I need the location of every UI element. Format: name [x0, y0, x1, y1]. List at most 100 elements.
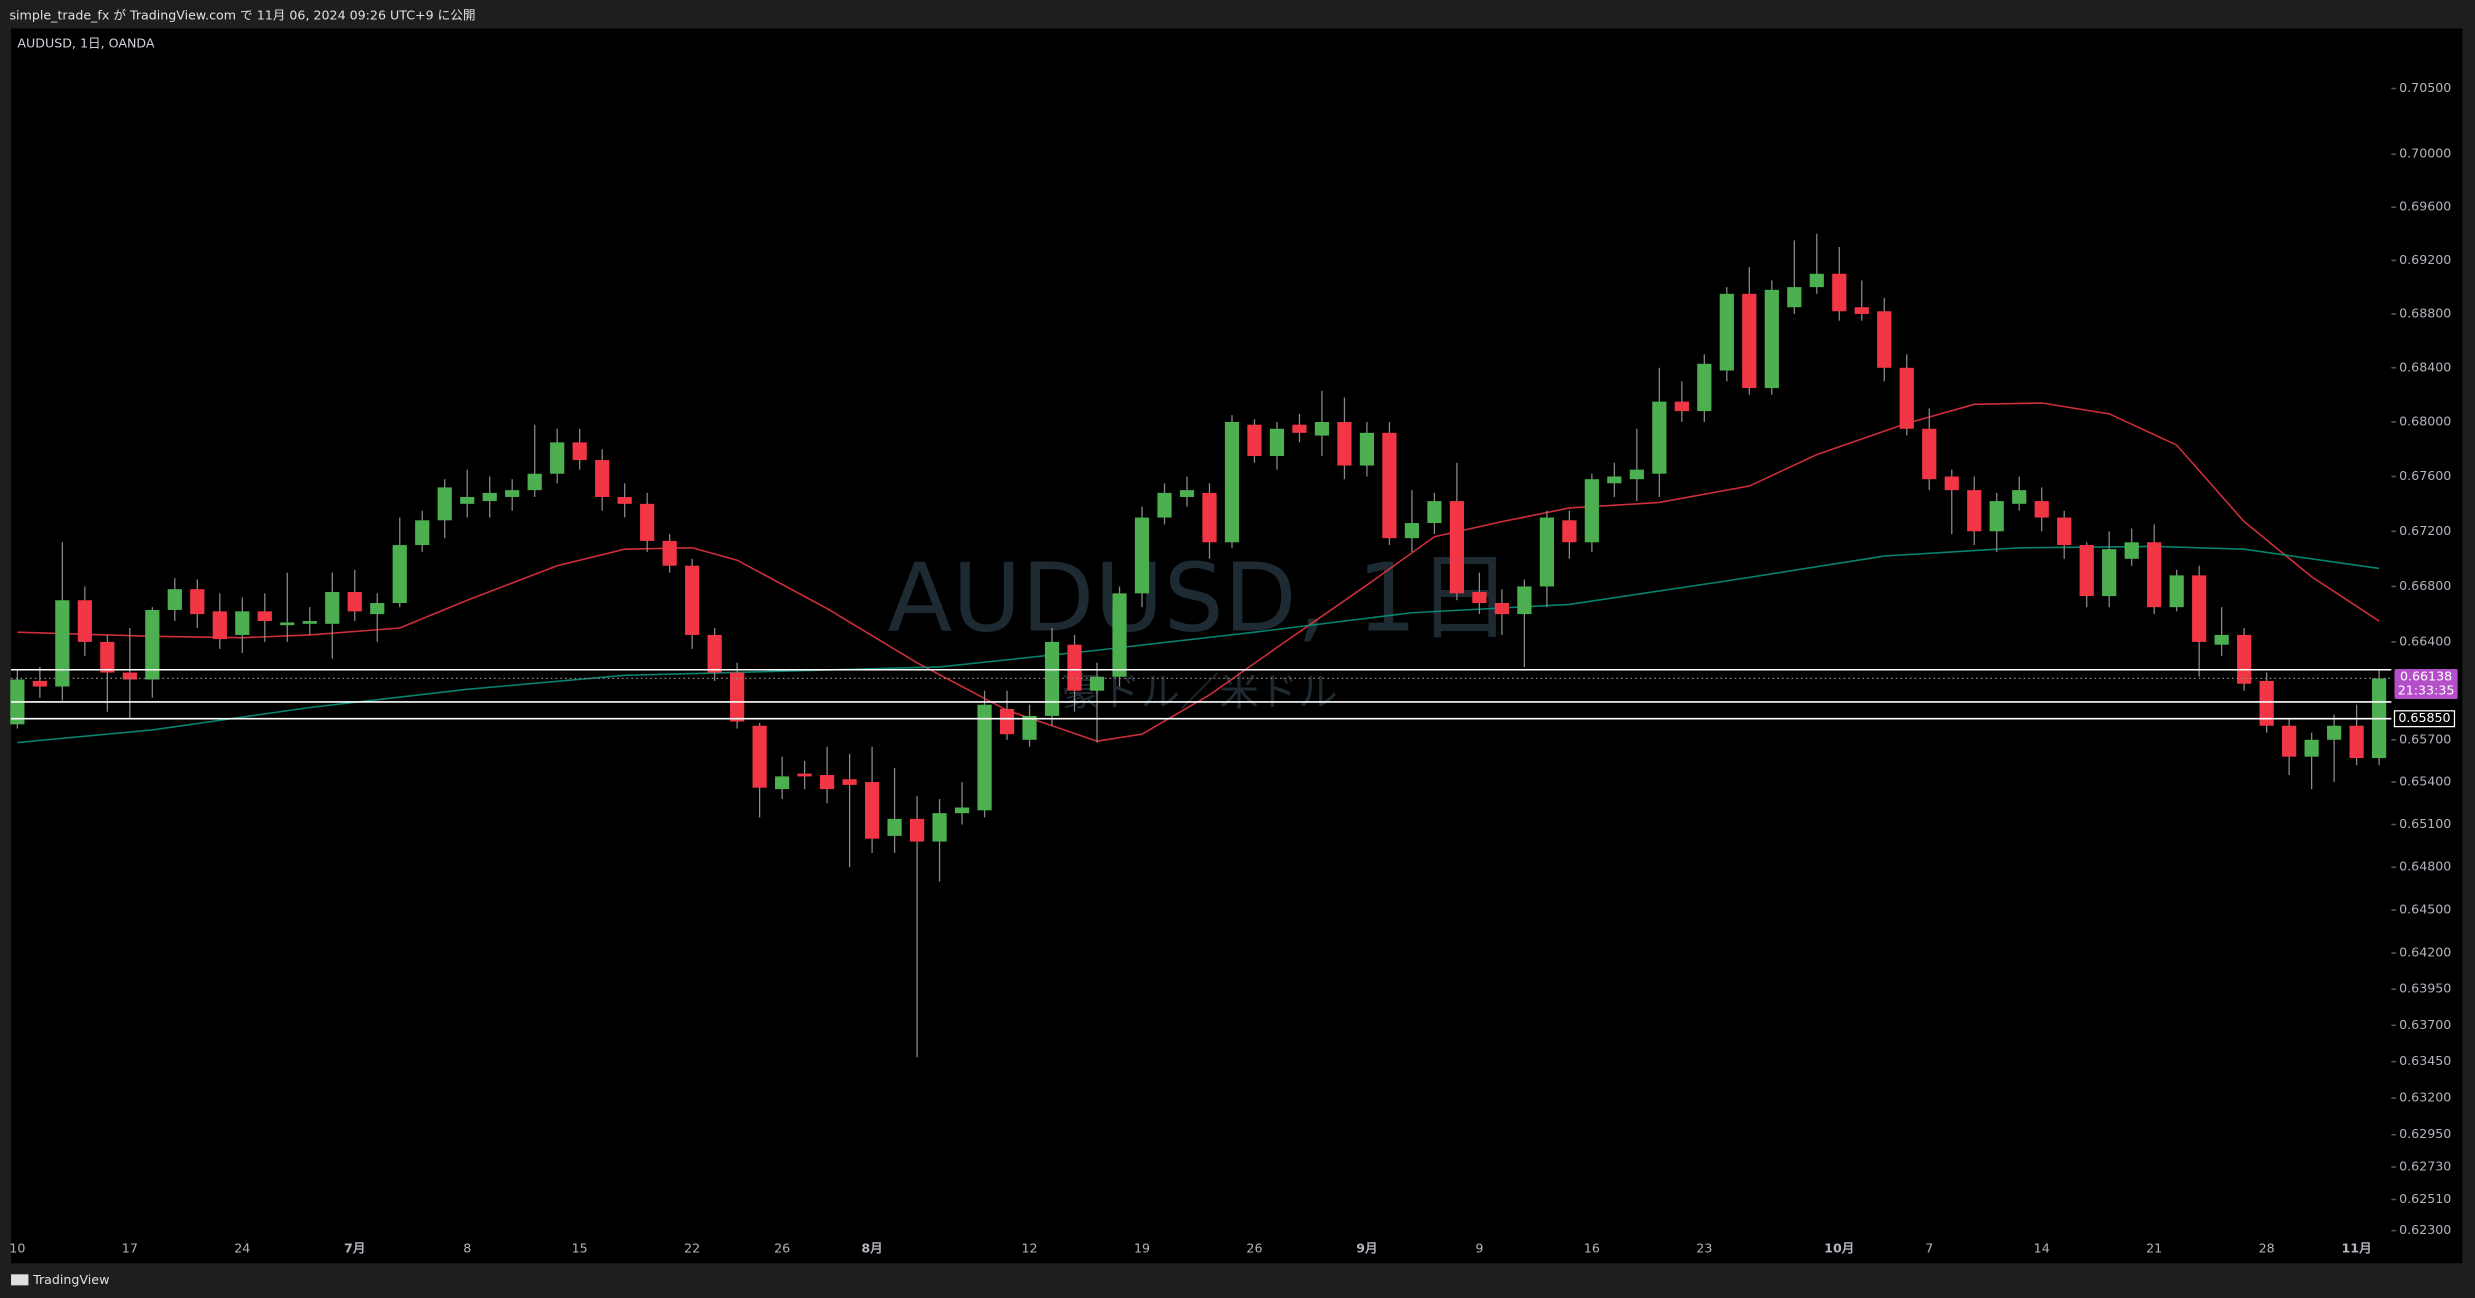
- candle-body: [2057, 517, 2072, 546]
- y-tick-label: 0.68400: [2399, 359, 2451, 374]
- level-label: 0.65850: [2398, 710, 2450, 725]
- candle-body: [370, 603, 385, 615]
- candle-body: [909, 818, 925, 842]
- candle-body: [1292, 424, 1307, 433]
- candle-body: [1022, 715, 1037, 740]
- symbol: AUDUSD, 1日, OANDA: [17, 36, 155, 51]
- candle-body: [595, 460, 610, 497]
- candle-body: [1719, 293, 1734, 371]
- candle-body: [1517, 586, 1532, 615]
- y-tick-label: 0.62510: [2399, 1191, 2451, 1206]
- candle-body: [685, 565, 700, 635]
- candle-body: [1044, 641, 1060, 716]
- last-price-label: 0.66138: [2400, 668, 2452, 683]
- candle-body: [1652, 401, 1667, 474]
- y-tick-label: 0.63200: [2399, 1090, 2451, 1105]
- footer-logo: [11, 1274, 29, 1286]
- candle-body: [1787, 287, 1802, 308]
- candle-body: [2237, 634, 2252, 684]
- x-tick-label: 26: [774, 1241, 790, 1256]
- y-tick-label: 0.70500: [2399, 80, 2451, 95]
- candle-body: [2282, 725, 2297, 757]
- candle-body: [2124, 542, 2139, 559]
- candle-body: [1832, 273, 1847, 312]
- candle-body: [1742, 293, 1757, 389]
- candle-body: [1224, 421, 1240, 543]
- x-tick-label: 23: [1696, 1241, 1712, 1256]
- candle-body: [1382, 432, 1397, 539]
- x-tick-label: 8月: [861, 1241, 882, 1256]
- candle-body: [212, 611, 227, 640]
- x-tick-label: 8: [463, 1241, 471, 1256]
- y-tick-label: 0.63450: [2399, 1053, 2451, 1068]
- candle-body: [2259, 680, 2274, 726]
- candle-body: [1809, 273, 1824, 288]
- candle-body: [167, 589, 182, 610]
- candle-body: [2192, 575, 2207, 642]
- candle-body: [100, 641, 115, 673]
- candle-body: [1629, 469, 1644, 480]
- candle-body: [864, 782, 880, 839]
- candle-body: [257, 611, 272, 622]
- last-price-box: [2394, 668, 2458, 699]
- candle-body: [1157, 492, 1172, 518]
- candle-body: [2102, 549, 2117, 597]
- candle-body: [122, 672, 137, 680]
- candle-body: [145, 609, 160, 680]
- candle-body: [1697, 363, 1712, 412]
- candle-body: [1359, 432, 1375, 466]
- candle-body: [887, 818, 902, 836]
- candle-body: [527, 473, 542, 491]
- candle-body: [1989, 501, 2004, 532]
- candle-body: [707, 634, 722, 673]
- candle-body: [1899, 367, 1914, 429]
- candle-body: [325, 591, 340, 624]
- candle-body: [415, 520, 430, 546]
- y-tick-label: 0.69600: [2399, 199, 2451, 214]
- y-tick-label: 0.62300: [2399, 1222, 2451, 1237]
- x-tick-label: 22: [684, 1241, 700, 1256]
- candle-body: [2304, 739, 2319, 757]
- candle-body: [1314, 421, 1330, 436]
- candle-body: [752, 725, 767, 788]
- level-label-box: [2393, 710, 2456, 728]
- candle-body: [2034, 501, 2049, 518]
- moving-average: [17, 402, 2380, 742]
- candle-body: [1967, 490, 1982, 532]
- candle-body: [999, 708, 1015, 735]
- y-tick-label: 0.63700: [2399, 1017, 2451, 1032]
- x-tick-label: 26: [1246, 1241, 1262, 1256]
- candle-body: [1539, 517, 1554, 587]
- candle-body: [347, 591, 362, 612]
- candle-body: [32, 680, 47, 687]
- candle-body: [932, 813, 947, 842]
- x-tick-label: 9月: [1356, 1241, 1377, 1256]
- candle-body: [505, 490, 520, 497]
- candle-body: [2079, 545, 2094, 597]
- y-tick-label: 0.62950: [2399, 1126, 2451, 1141]
- candle-body: [1112, 593, 1127, 677]
- candle-body: [1427, 501, 1442, 524]
- candle-body: [1944, 476, 1959, 491]
- candle-body: [842, 779, 857, 785]
- watermark-sub: 豪ドル／米ドル: [1062, 669, 1338, 715]
- y-tick-label: 0.66400: [2399, 633, 2451, 648]
- candle-body: [190, 589, 205, 615]
- candle-body: [797, 773, 812, 777]
- candle-body: [482, 492, 497, 502]
- x-tick-label: 28: [2259, 1241, 2275, 1256]
- candle-body: [1337, 421, 1352, 466]
- x-tick-label: 12: [1022, 1241, 1038, 1256]
- x-tick-label: 10月: [1824, 1241, 1854, 1256]
- y-tick-label: 0.69200: [2399, 252, 2451, 267]
- y-tick-label: 0.68800: [2399, 305, 2451, 320]
- y-tick-label: 0.64800: [2399, 859, 2451, 874]
- candle-body: [1179, 490, 1195, 497]
- x-tick-label: 19: [1134, 1241, 1150, 1256]
- candle-body: [572, 442, 587, 461]
- candle-body: [1202, 492, 1217, 543]
- x-tick-label: 9: [1475, 1241, 1483, 1256]
- x-tick-label: 17: [122, 1241, 138, 1256]
- candle-body: [2349, 725, 2364, 759]
